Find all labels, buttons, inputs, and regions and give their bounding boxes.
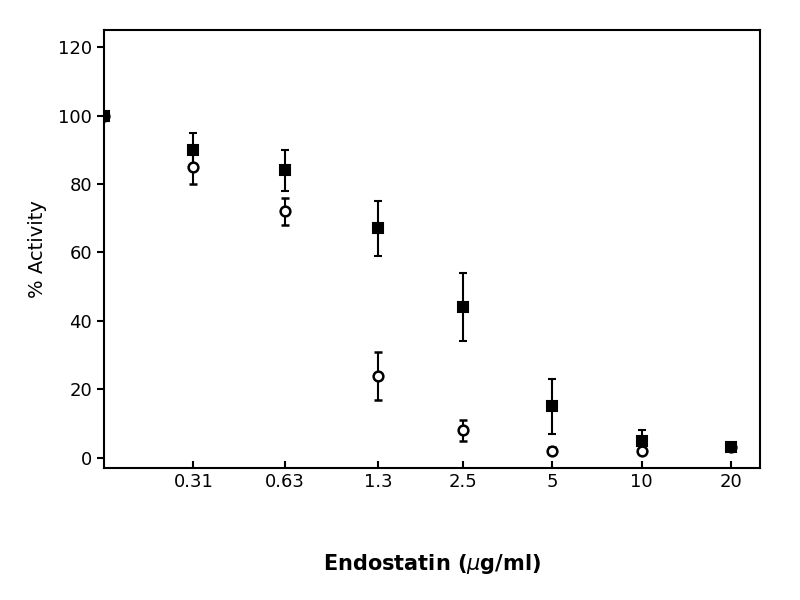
Text: Endostatin ($\mu$g/ml): Endostatin ($\mu$g/ml): [323, 552, 541, 576]
Y-axis label: % Activity: % Activity: [28, 200, 47, 298]
